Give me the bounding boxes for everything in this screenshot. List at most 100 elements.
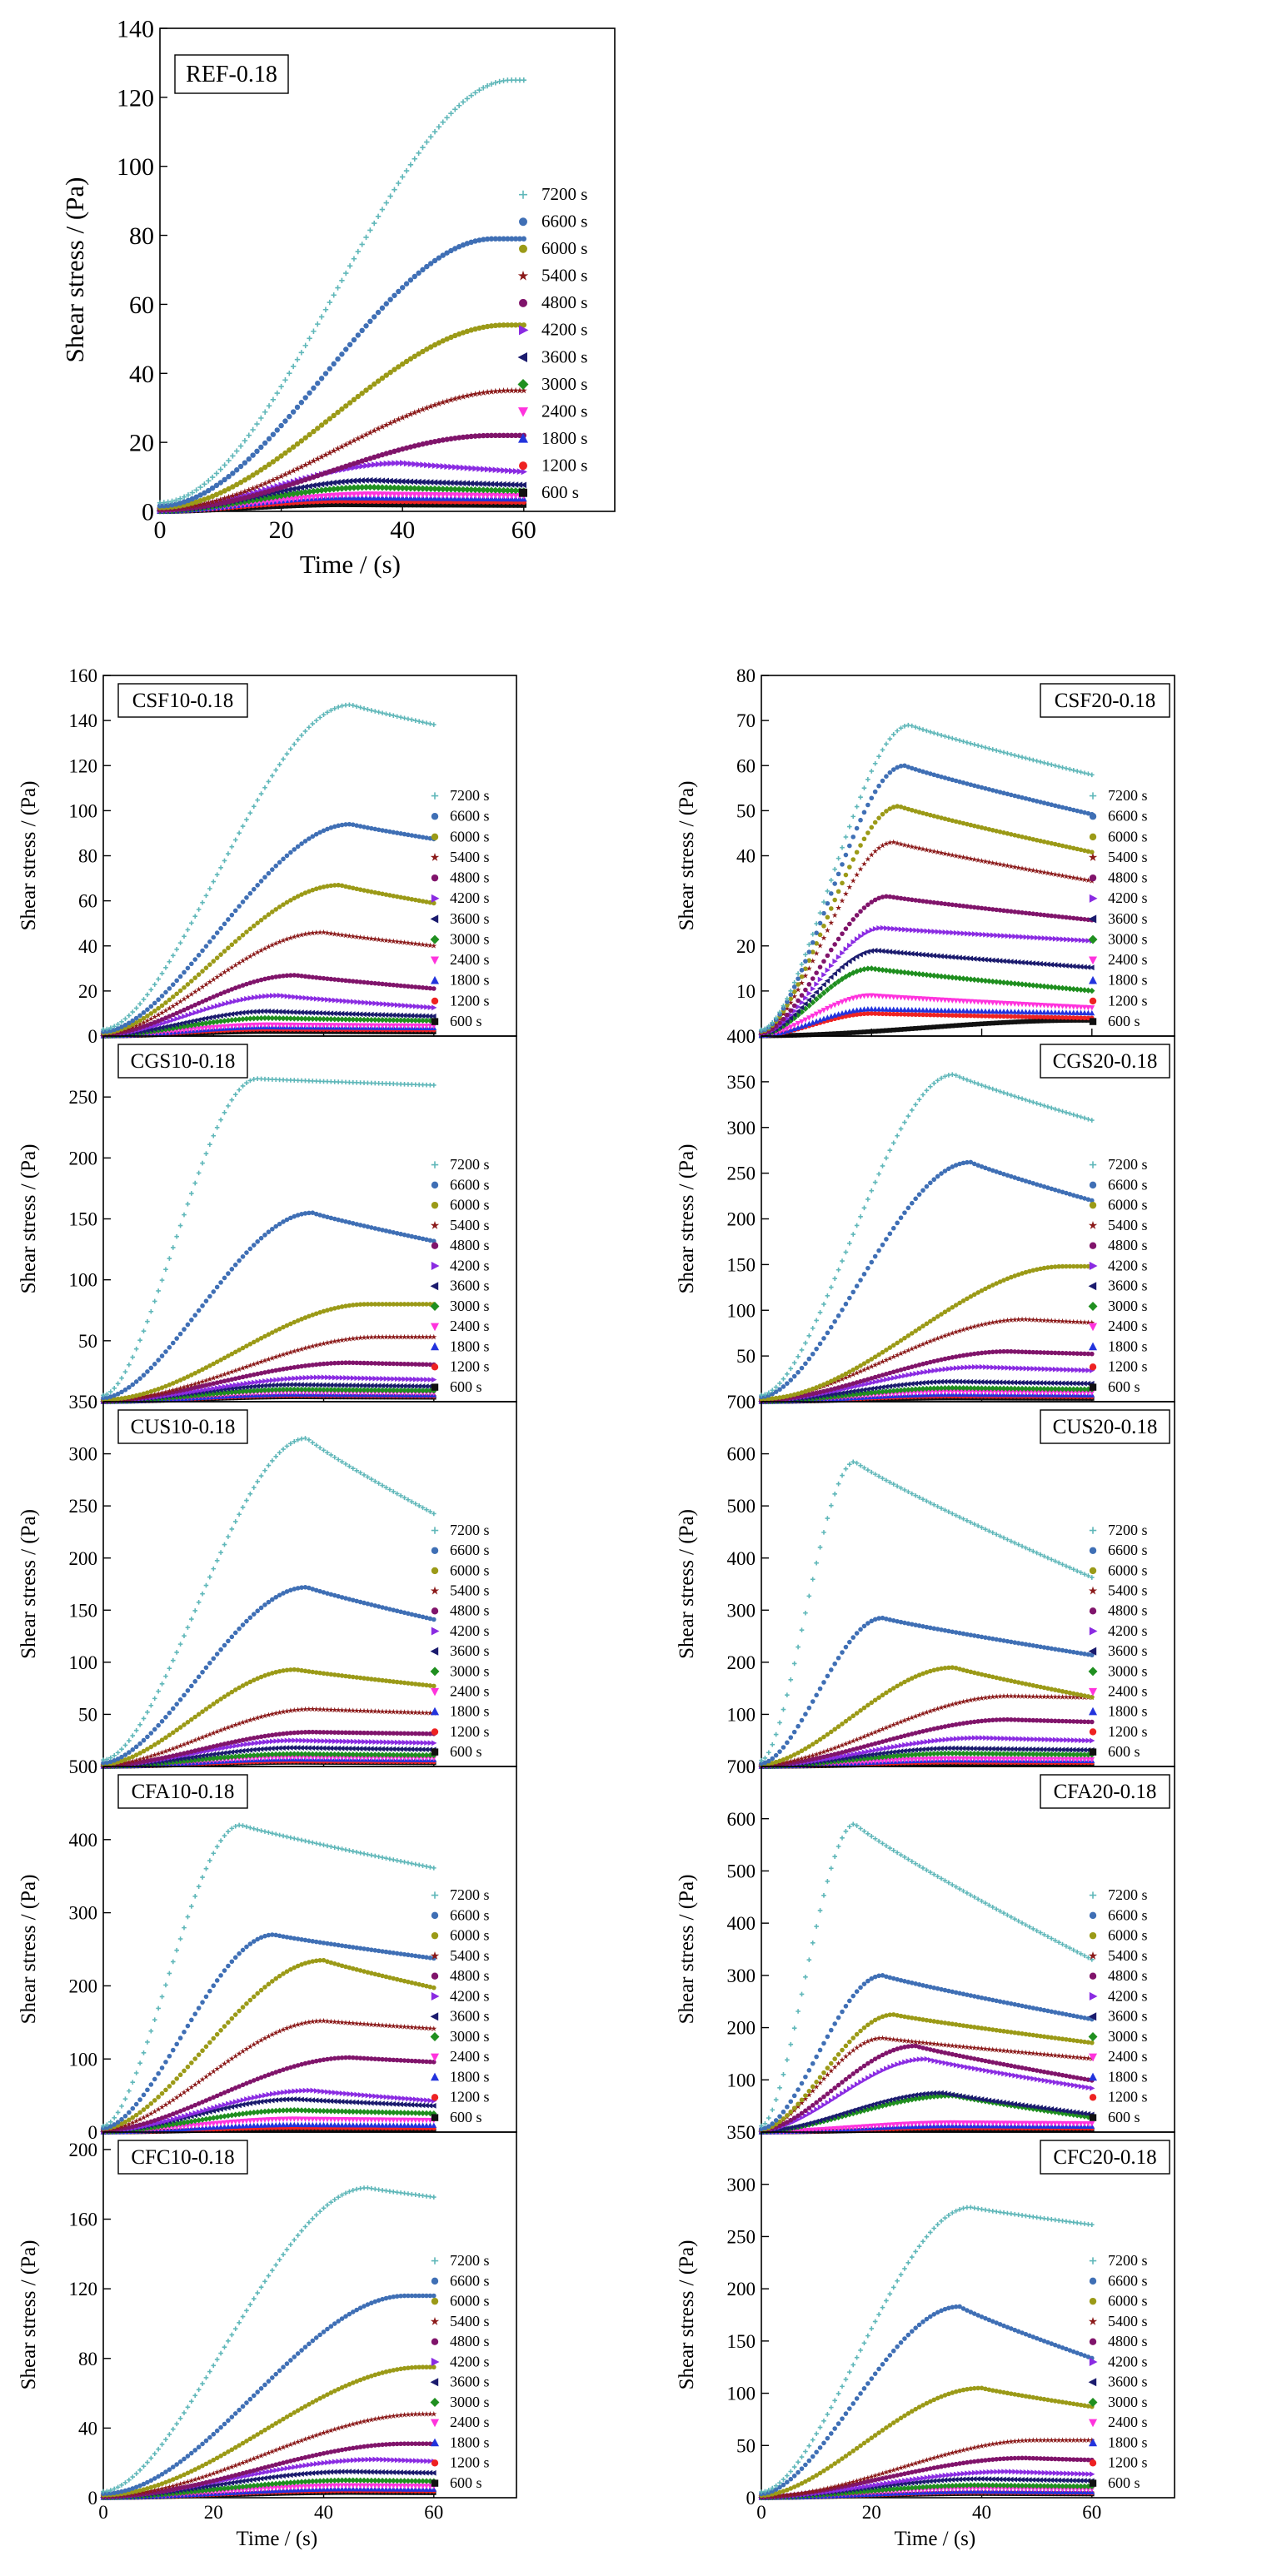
data-point bbox=[378, 484, 387, 491]
y-tick-label: 200 bbox=[727, 1209, 756, 1230]
data-point bbox=[317, 715, 322, 720]
data-point bbox=[415, 491, 422, 499]
data-point bbox=[326, 486, 333, 493]
data-point bbox=[484, 323, 491, 330]
data-point bbox=[443, 492, 451, 499]
data-point bbox=[193, 487, 199, 493]
legend-marker bbox=[430, 975, 440, 984]
data-point bbox=[343, 403, 349, 409]
data-point bbox=[508, 486, 516, 495]
data-point bbox=[307, 336, 312, 341]
legend-entry: 2400 s bbox=[450, 1318, 490, 1334]
data-point bbox=[343, 346, 349, 352]
data-point bbox=[464, 492, 471, 499]
data-point bbox=[367, 429, 374, 436]
data-point bbox=[321, 1340, 327, 1347]
data-point bbox=[226, 1104, 231, 1109]
data-point bbox=[236, 1366, 242, 1373]
data-point bbox=[290, 496, 297, 503]
y-tick-label: 80 bbox=[78, 846, 97, 867]
legend-entry: 1800 s bbox=[450, 1338, 490, 1354]
data-point bbox=[491, 486, 499, 494]
data-point bbox=[156, 976, 161, 982]
data-point bbox=[262, 440, 268, 446]
data-point bbox=[159, 1003, 165, 1009]
data-point bbox=[212, 497, 220, 504]
data-point bbox=[343, 463, 349, 470]
data-point bbox=[400, 446, 406, 452]
data-point bbox=[412, 353, 417, 360]
data-point bbox=[836, 889, 841, 894]
data-point bbox=[363, 456, 369, 463]
data-point bbox=[311, 428, 317, 435]
data-point bbox=[379, 207, 386, 212]
data-point bbox=[901, 842, 908, 848]
data-point bbox=[1090, 772, 1095, 778]
data-point bbox=[481, 324, 486, 331]
data-point bbox=[318, 453, 326, 460]
data-point bbox=[468, 502, 474, 508]
data-point bbox=[287, 503, 292, 509]
data-point bbox=[516, 432, 523, 439]
data-point bbox=[880, 778, 885, 784]
data-point bbox=[189, 1191, 194, 1196]
data-point bbox=[290, 481, 297, 486]
data-point bbox=[290, 444, 297, 450]
data-point bbox=[246, 494, 252, 500]
data-point bbox=[400, 501, 406, 508]
data-point bbox=[861, 785, 867, 791]
data-point bbox=[367, 491, 374, 498]
legend-entry: 3600 s bbox=[1108, 910, 1148, 927]
data-point bbox=[459, 486, 467, 493]
data-point bbox=[828, 947, 834, 953]
data-point bbox=[130, 1354, 136, 1360]
data-point bbox=[484, 466, 491, 473]
data-point bbox=[174, 991, 179, 997]
data-point bbox=[222, 1275, 227, 1281]
data-point bbox=[185, 927, 191, 933]
data-point bbox=[133, 1005, 139, 1011]
data-point bbox=[205, 499, 212, 506]
data-point bbox=[828, 963, 835, 969]
data-point bbox=[415, 478, 422, 486]
data-point bbox=[351, 436, 357, 444]
data-point bbox=[440, 338, 446, 344]
legend-entry: 600 s bbox=[450, 1013, 482, 1029]
legend-marker bbox=[1089, 894, 1098, 903]
data-point bbox=[145, 992, 150, 998]
data-point bbox=[137, 1001, 142, 1007]
data-point bbox=[484, 388, 491, 396]
data-point bbox=[1090, 850, 1095, 855]
data-point bbox=[1041, 760, 1047, 765]
data-point bbox=[452, 246, 458, 252]
data-point bbox=[511, 486, 520, 495]
data-point bbox=[843, 835, 849, 840]
data-point bbox=[152, 1000, 157, 1006]
data-point bbox=[280, 1351, 287, 1358]
data-point bbox=[311, 385, 317, 391]
data-point bbox=[456, 331, 462, 337]
legend-entry: 4200 s bbox=[1108, 889, 1148, 906]
data-point bbox=[177, 974, 183, 979]
data-point bbox=[221, 495, 228, 501]
data-point bbox=[265, 1356, 272, 1363]
data-point bbox=[894, 840, 900, 846]
data-point bbox=[464, 434, 471, 440]
data-point bbox=[372, 461, 378, 468]
data-point bbox=[416, 501, 422, 508]
data-point bbox=[240, 1365, 246, 1371]
data-point bbox=[516, 468, 524, 475]
data-point bbox=[431, 485, 439, 493]
data-point bbox=[423, 485, 431, 492]
panel-label: CSF20-0.18 bbox=[1055, 690, 1156, 712]
data-point bbox=[427, 479, 434, 486]
data-point bbox=[444, 250, 450, 256]
y-tick-label: 20 bbox=[78, 981, 97, 1002]
data-point bbox=[516, 481, 523, 489]
data-point bbox=[251, 1361, 257, 1368]
data-point bbox=[799, 962, 805, 967]
data-point bbox=[387, 369, 393, 376]
legend-entry: 4800 s bbox=[450, 1237, 490, 1253]
data-point bbox=[491, 387, 499, 395]
